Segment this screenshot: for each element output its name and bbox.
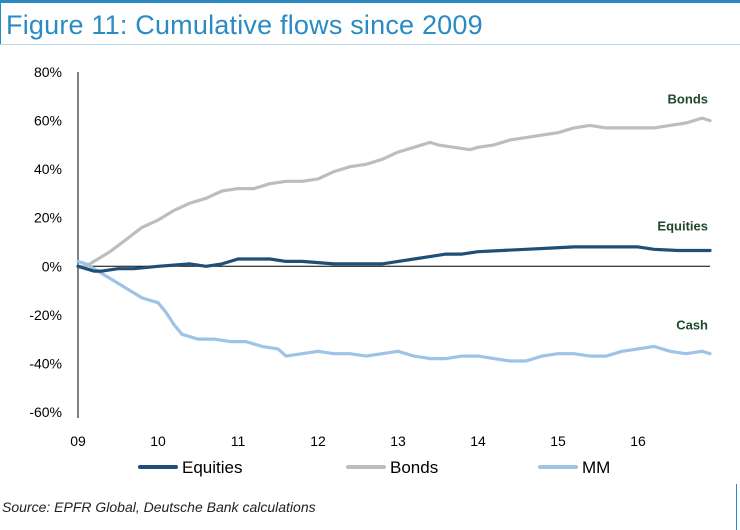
x-tick-label: 16 xyxy=(630,433,646,449)
x-tick-label: 11 xyxy=(231,433,246,449)
chart-axes xyxy=(77,72,710,418)
x-tick-label: 09 xyxy=(70,433,86,449)
title-top-rule xyxy=(0,0,740,3)
series-label-mm: Cash xyxy=(676,318,708,333)
series-line-bonds xyxy=(76,116,712,268)
y-tick-label: 0% xyxy=(42,258,62,274)
source-note: Source: EPFR Global, Deutsche Bank calcu… xyxy=(2,499,316,515)
y-tick-label: -20% xyxy=(29,307,62,323)
legend-label: Equities xyxy=(182,458,242,477)
title-left-rule xyxy=(0,0,1,44)
legend-label: Bonds xyxy=(390,458,438,477)
series-end-labels: Equities Bonds Cash xyxy=(657,92,708,333)
x-tick-label: 14 xyxy=(470,433,486,449)
y-tick-label: 40% xyxy=(34,161,62,177)
figure-title: Figure 11: Cumulative flows since 2009 xyxy=(6,10,483,40)
series-label-bonds: Bonds xyxy=(668,92,708,107)
x-tick-label: 15 xyxy=(550,433,566,449)
x-tick-label: 12 xyxy=(310,433,326,449)
y-tick-label: -60% xyxy=(29,404,62,420)
y-tick-label: -40% xyxy=(29,355,62,371)
x-axis-tick-labels: 09 10 11 12 13 14 15 16 xyxy=(70,433,646,449)
y-tick-label: 80% xyxy=(34,64,62,80)
footer-right-rule xyxy=(736,484,737,530)
x-tick-label: 10 xyxy=(150,433,166,449)
chart-legend: Equities Bonds MM xyxy=(138,458,610,477)
series-line-mm xyxy=(76,259,712,363)
series-label-equities: Equities xyxy=(657,219,708,234)
legend-label: MM xyxy=(582,458,610,477)
y-tick-label: 60% xyxy=(34,113,62,129)
title-divider xyxy=(0,44,740,45)
series-line-equities xyxy=(76,245,712,273)
y-tick-label: 20% xyxy=(34,210,62,226)
x-tick-label: 13 xyxy=(390,433,406,449)
series-lines xyxy=(76,116,712,363)
y-axis-tick-labels: 80% 60% 40% 20% 0% -20% -40% -60% xyxy=(29,64,62,420)
